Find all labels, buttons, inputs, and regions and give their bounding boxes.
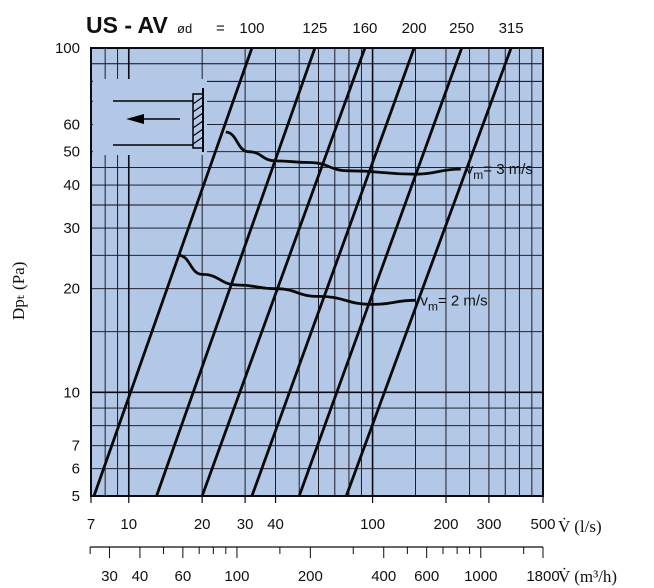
x-tick-labels: 7 10 20 30 40 100 200 300 500 — [87, 496, 556, 533]
airflow-direction-grille-icon — [93, 79, 207, 155]
x-axis-label: V̇ (l/s) — [558, 517, 602, 536]
series-line-100 — [92, 47, 254, 497]
x2-tick-label: 400 — [371, 568, 396, 585]
y-tick-labels: 5 6 7 10 20 30 40 50 60 100 — [55, 40, 80, 505]
series-line-250 — [297, 47, 464, 497]
plot-frame — [90, 47, 544, 497]
diameter-label: 250 — [449, 20, 474, 37]
x2-axis-label: V̇ (m³/h) — [558, 567, 617, 586]
x-tick-label: 7 — [87, 516, 95, 533]
velocity-curve-2 — [178, 253, 416, 306]
x-tick-label: 40 — [267, 516, 284, 533]
chart-title: US - AV — [86, 12, 168, 38]
x-tick-label: 20 — [194, 516, 211, 533]
series-line-200 — [250, 47, 416, 497]
series-line-160 — [200, 47, 367, 497]
y-tick-label: 20 — [63, 281, 80, 298]
x-tick-label: 500 — [530, 516, 555, 533]
x-tick-label: 100 — [360, 516, 385, 533]
x-tick-label: 10 — [120, 516, 137, 533]
y-tick-label: 6 — [72, 461, 80, 478]
x-tick-label: 200 — [433, 516, 458, 533]
x2-tick-label: 30 — [101, 568, 118, 585]
x2-tick-label: 100 — [224, 568, 249, 585]
y-tick-label: 100 — [55, 40, 80, 57]
diameter-label: 200 — [402, 20, 427, 37]
y-tick-label: 5 — [72, 488, 80, 505]
diameter-prefix: ød — [177, 21, 192, 36]
x2-tick-label: 1000 — [464, 568, 497, 585]
y-axis-label: Dpₜ (Pa) — [9, 262, 28, 320]
y-tick-label: 50 — [63, 144, 80, 161]
y-tick-label: 60 — [63, 116, 80, 133]
diameter-labels: 100 125 160 200 250 315 — [239, 20, 523, 37]
diameter-label: 160 — [352, 20, 377, 37]
y-tick-label: 30 — [63, 220, 80, 237]
diameter-label: 125 — [302, 20, 327, 37]
series-line-315 — [344, 47, 513, 497]
velocity-curve-label-2: vm= 2 m/s — [421, 292, 488, 313]
diameter-label: 100 — [239, 20, 264, 37]
x-tick-label: 30 — [237, 516, 254, 533]
diameter-label: 315 — [499, 20, 524, 37]
x2-tick-label: 40 — [132, 568, 149, 585]
x2-tick-label: 60 — [175, 568, 192, 585]
y-tick-label: 40 — [63, 177, 80, 194]
x2-tick-label: 200 — [298, 568, 323, 585]
velocity-curves: vm= 3 m/s vm= 2 m/s — [178, 130, 533, 313]
secondary-x-axis: 30 40 60 100 200 400 600 1000 1800 — [89, 546, 560, 585]
series-line-125 — [155, 47, 317, 497]
series-lines — [92, 47, 513, 497]
y-tick-label: 7 — [72, 438, 80, 455]
x-tick-label: 300 — [476, 516, 501, 533]
y-tick-label: 10 — [63, 384, 80, 401]
x2-tick-label: 1800 — [526, 568, 559, 585]
x2-tick-label: 600 — [414, 568, 439, 585]
diameter-equals: = — [216, 20, 225, 37]
velocity-curve-1 — [225, 130, 461, 176]
velocity-curve-label-1: vm= 3 m/s — [466, 161, 533, 182]
